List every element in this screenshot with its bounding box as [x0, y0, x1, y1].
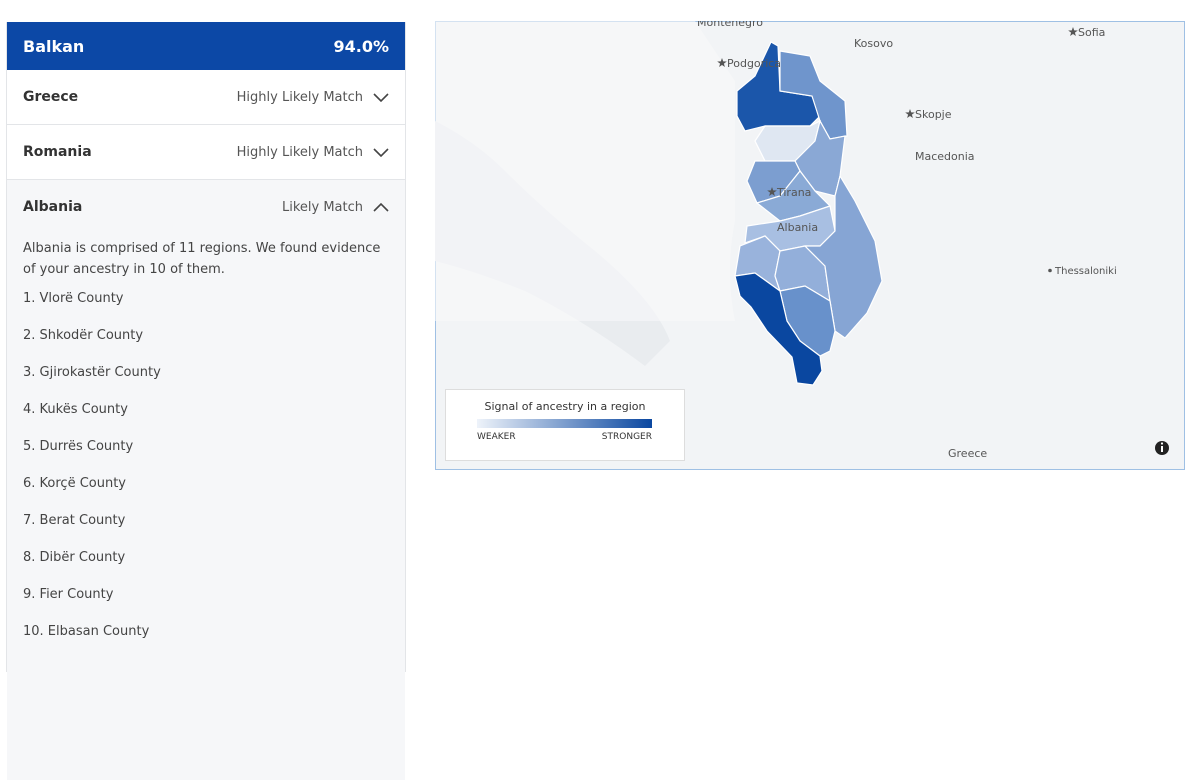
legend-gradient [477, 419, 652, 428]
info-button[interactable] [1155, 441, 1169, 455]
map-label: Greece [948, 447, 987, 460]
legend: Signal of ancestry in a region WEAKER ST… [445, 389, 685, 461]
page: Balkan 94.0% Greece Highly Likely Match … [6, 21, 1185, 780]
region-item: 2. Shkodër County [23, 328, 144, 343]
accordion-item[interactable]: Greece Highly Likely Match [7, 70, 405, 125]
region-item: 6. Korçë County [23, 476, 127, 491]
sea [435, 21, 735, 321]
city-star [1068, 27, 1078, 36]
region-korce [803, 174, 883, 339]
region-list: 1. Vlorë County 2. Shkodër County 3. Gjiro… [7, 280, 405, 650]
region-item: 9. Fier County [23, 587, 114, 602]
city-dot [1048, 268, 1052, 273]
region-title: Balkan [23, 36, 85, 56]
item-status: Highly Likely Match [236, 144, 363, 160]
map: Montenegro Kosovo Sofia Podgorica Skopje… [435, 21, 1185, 470]
map-label: Tirana [776, 186, 811, 199]
region-item: 1. Vlorë County [23, 291, 124, 306]
city-star [767, 187, 777, 196]
accordion-item[interactable]: Romania Highly Likely Match [7, 125, 405, 180]
region-item: 8. Dibër County [23, 550, 126, 565]
map-label: Podgorica [727, 57, 781, 70]
region-diber [794, 119, 846, 197]
map-label: Macedonia [915, 150, 975, 163]
city-star [717, 58, 727, 67]
region-item: 7. Berat County [23, 513, 126, 528]
legend-low: WEAKER [477, 432, 516, 442]
map-label: Sofia [1078, 26, 1105, 39]
detail-text: Albania is comprised of 11 regions. We f… [23, 241, 381, 277]
region-item: 10. Elbasan County [23, 624, 150, 639]
region-item: 3. Gjirokastër County [23, 365, 161, 380]
region-item: 4. Kukës County [23, 402, 128, 417]
region-item: 5. Durrës County [23, 439, 134, 454]
map-label: Skopje [915, 108, 952, 121]
chevron-up [373, 202, 389, 212]
region-percent: 94.0% [333, 36, 389, 56]
item-status: Highly Likely Match [236, 89, 363, 105]
chevron-down [373, 148, 389, 157]
map-label: Thessaloniki [1054, 266, 1117, 277]
region-header[interactable]: Balkan 94.0% [7, 22, 405, 70]
item-name: Albania [23, 199, 83, 215]
accordion-expanded: Albania Likely Match Albania is comprise… [7, 180, 405, 780]
item-status: Likely Match [281, 199, 363, 215]
item-name: Romania [23, 144, 92, 160]
legend-high: STRONGER [602, 432, 652, 442]
city-star [905, 109, 915, 118]
legend-title: Signal of ancestry in a region [484, 400, 645, 413]
albania-regions [734, 41, 883, 386]
accordion-item[interactable]: Albania Likely Match [7, 180, 405, 234]
map-label: Kosovo [854, 37, 893, 50]
map-label: Albania [777, 221, 818, 234]
region-vlore [734, 272, 823, 386]
item-name: Greece [23, 89, 79, 105]
ancestry-panel: Balkan 94.0% Greece Highly Likely Match … [6, 22, 406, 780]
map-label: Montenegro [697, 21, 763, 29]
chevron-down [373, 93, 389, 102]
